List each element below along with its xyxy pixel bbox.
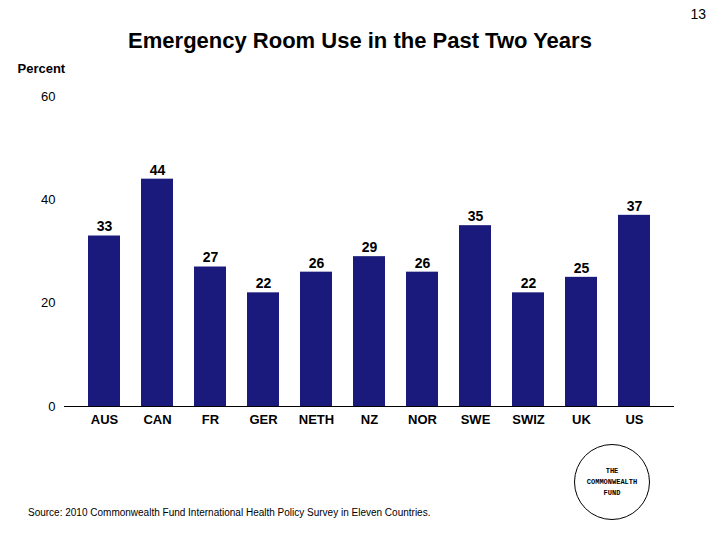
svg-text:SWE: SWE [461,412,491,427]
html-text:FUND: FUND [603,488,621,497]
html-text:Emergency Room Use in the Past: Emergency Room Use in the Past Two Years [128,28,592,53]
svg-text:26: 26 [415,255,431,271]
svg-text:Percent: Percent [18,61,66,76]
svg-text:UK: UK [572,412,591,427]
svg-text:22: 22 [521,275,537,291]
svg-text:20: 20 [41,295,55,310]
svg-text:0: 0 [48,399,55,414]
svg-text:37: 37 [627,198,643,214]
svg-text:60: 60 [41,89,55,104]
html-text:Source: 2010 Commonwealth Fund: Source: 2010 Commonwealth Fund Internati… [28,507,431,518]
svg-text:US: US [625,412,643,427]
svg-text:FR: FR [202,412,220,427]
svg-text:44: 44 [150,162,166,178]
html-text:COMMONWEALTH: COMMONWEALTH [586,477,638,486]
svg-text:NETH: NETH [299,412,334,427]
svg-text:GER: GER [249,412,278,427]
html-text:13: 13 [690,6,706,22]
svg-text:SWIZ: SWIZ [512,412,545,427]
svg-text:29: 29 [362,239,378,255]
svg-text:AUS: AUS [91,412,119,427]
html-text:THE: THE [605,466,619,475]
svg-text:33: 33 [97,218,113,234]
svg-text:40: 40 [41,192,55,207]
svg-text:NZ: NZ [361,412,378,427]
svg-text:35: 35 [468,208,484,224]
svg-text:26: 26 [309,255,325,271]
svg-text:NOR: NOR [408,412,438,427]
svg-text:CAN: CAN [143,412,171,427]
svg-text:22: 22 [256,275,272,291]
svg-text:25: 25 [574,260,590,276]
svg-text:27: 27 [203,249,219,265]
